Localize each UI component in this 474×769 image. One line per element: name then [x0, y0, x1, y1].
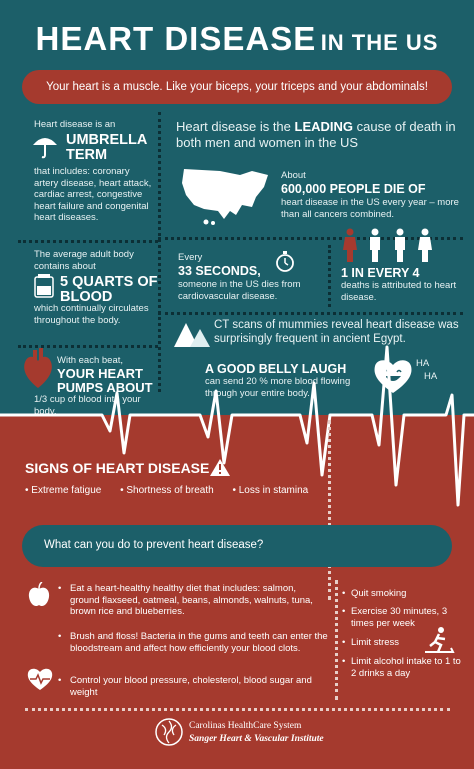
deaths-about: About: [281, 170, 306, 181]
divider-footer: [25, 708, 450, 711]
intro-banner: Your heart is a muscle. Like your biceps…: [22, 70, 452, 104]
divider-h-left-2: [18, 345, 158, 348]
tip-diet: • Eat a heart-healthy healthy diet that i…: [58, 583, 313, 617]
blood-intro: The average adult body contains about: [34, 249, 134, 272]
apple-icon: [27, 581, 51, 613]
laugh-big: A GOOD BELLY LAUGH: [205, 362, 347, 376]
tip-control: • Control your blood pressure, cholestero…: [58, 675, 312, 698]
blood-text: which continually circulates throughout …: [34, 303, 149, 326]
umbrella-term: UMBRELLA TERM: [66, 132, 147, 163]
warning-icon: [209, 458, 231, 482]
leading-pre: Heart disease is the: [176, 119, 295, 134]
pump-intro: With each beat,: [57, 355, 124, 366]
divider-v-red: [328, 420, 331, 600]
deaths-text: heart disease in the US every year – mor…: [281, 197, 459, 220]
leading-post: cause of death in both men and women in …: [176, 119, 456, 150]
signs-title: SIGNS OF HEART DISEASE: [25, 460, 210, 476]
prevent-banner: What can you do to prevent heart disease…: [22, 525, 452, 567]
umbrella-intro: Heart disease is an: [34, 119, 116, 130]
sign-item: • Loss in stamina: [232, 485, 309, 496]
signs-list: • Extreme fatigue • Shortness of breath …: [25, 485, 308, 496]
tip-stress: • Limit stress: [342, 637, 400, 648]
laugh-text: can send 20 % more blood flowing through…: [205, 376, 351, 399]
sign-item: • Extreme fatigue: [25, 485, 102, 496]
mummies-fact: CT scans of mummies reveal heart disease…: [214, 319, 459, 345]
heart-monitor-icon: [27, 667, 53, 696]
leading-cause: Heart disease is the LEADING cause of de…: [176, 119, 461, 150]
org-logo-icon: [154, 717, 184, 752]
pyramids-icon: [174, 319, 210, 352]
title-sub: IN THE US: [320, 30, 439, 55]
deaths-big: 600,000 PEOPLE DIE OF: [281, 182, 426, 196]
seconds-every: Every: [178, 252, 203, 263]
tip-floss: • Brush and floss! Bacteria in the gums a…: [58, 631, 328, 654]
prevent-question: What can you do to prevent heart disease…: [44, 539, 264, 551]
footer-institute: Sanger Heart & Vascular Institute: [189, 734, 324, 744]
umbrella-icon: [32, 133, 58, 164]
title-main: HEART DISEASE: [35, 20, 317, 57]
stopwatch-icon: [275, 251, 295, 278]
blood-amount: 5 QUARTS OF BLOOD: [60, 274, 158, 305]
anatomical-heart-icon: [22, 347, 54, 394]
umbrella-text: that includes: coronary artery disease, …: [34, 166, 152, 223]
divider-v-tips: [335, 580, 338, 700]
ratio-text: deaths is attributed to heart disease.: [341, 280, 457, 303]
footer-org: Carolinas HealthCare System: [189, 721, 302, 731]
page-title: HEART DISEASE IN THE US: [0, 20, 474, 58]
sign-item: • Shortness of breath: [120, 485, 214, 496]
tip-alcohol: • Limit alcohol intake to 1 to 2 drinks a…: [342, 656, 461, 679]
seconds-big: 33 SECONDS,: [178, 264, 261, 278]
ratio-big: 1 IN EVERY 4: [341, 266, 420, 280]
treadmill-icon: [421, 626, 455, 659]
seconds-text: someone in the US dies from cardiovascul…: [178, 279, 301, 302]
pump-big: YOUR HEART PUMPS ABOUT: [57, 366, 153, 395]
divider-h-right-1: [158, 237, 463, 240]
heartbeat-line: [0, 335, 474, 515]
pump-text: 1/3 cup of blood into your body.: [34, 394, 141, 417]
tip-exercise: • Exercise 30 minutes, 3 times per week: [342, 606, 448, 629]
us-map-icon: [180, 165, 272, 232]
tip-smoking: • Quit smoking: [342, 588, 407, 599]
divider-vertical-top: [158, 112, 161, 392]
divider-h-right-2: [158, 312, 463, 315]
divider-v-right: [328, 245, 331, 307]
divider-h-left-1: [18, 240, 158, 243]
people-icons: [340, 228, 440, 267]
leading-bold: LEADING: [294, 119, 354, 134]
blood-jar-icon: [34, 274, 54, 303]
ha-text-2: HA: [424, 371, 438, 382]
ha-text-1: HA: [416, 358, 430, 369]
